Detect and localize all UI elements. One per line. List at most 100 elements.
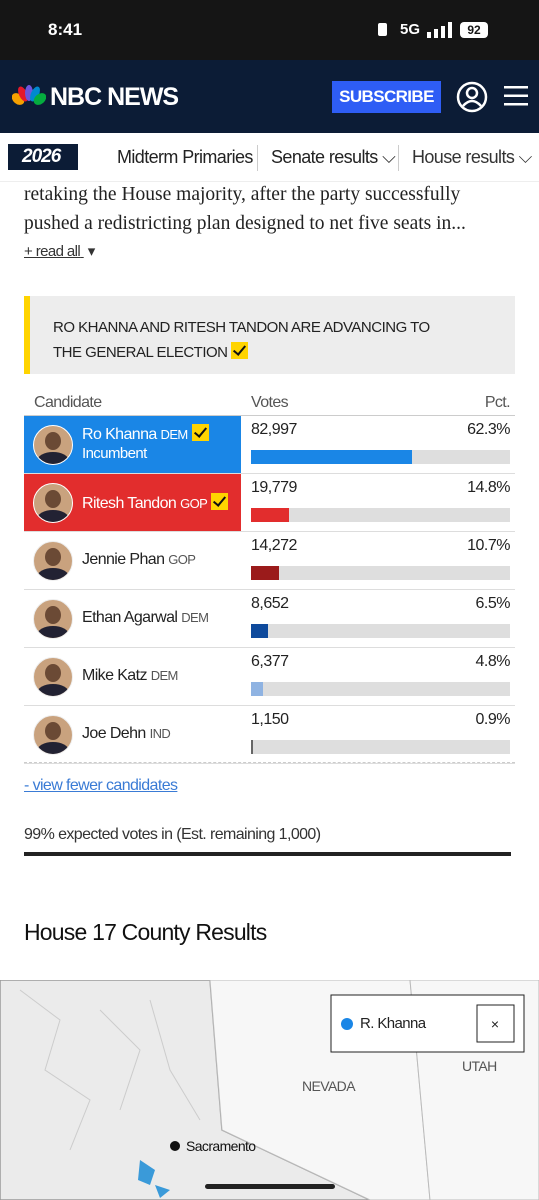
avatar xyxy=(33,599,73,639)
view-fewer-link[interactable]: - view fewer candidates xyxy=(24,777,178,794)
pct: 62.3% xyxy=(467,421,510,438)
vote-bar xyxy=(251,740,254,754)
party: DEM xyxy=(181,610,209,625)
bar-track xyxy=(251,450,510,464)
state-label: UTAH xyxy=(462,1058,497,1074)
nav-link-text: House results xyxy=(412,147,515,167)
read-all-text: + read all xyxy=(24,243,81,260)
bar-track xyxy=(251,624,510,638)
avatar xyxy=(33,483,73,523)
votes: 19,779 xyxy=(251,479,297,496)
peacock-logo xyxy=(12,85,46,105)
candidate-name: Mike Katz DEM xyxy=(82,667,178,685)
party: DEM xyxy=(150,668,179,683)
banner-text-content: RO KHANNA AND RITESH TANDON ARE ADVANCIN… xyxy=(53,319,430,361)
bar-track xyxy=(251,566,510,580)
network: 5G xyxy=(400,21,421,38)
party: IND xyxy=(149,726,171,741)
bar-track xyxy=(251,508,510,522)
candidate-cell: Mike Katz DEM xyxy=(24,648,241,705)
avatar-body xyxy=(37,742,69,754)
column-header: Votes xyxy=(251,394,289,411)
article-line: retaking the House majority, after the p… xyxy=(24,184,461,205)
nav-link[interactable]: House results ⌵ xyxy=(412,147,532,167)
avatar-body xyxy=(37,452,69,464)
vote-bar xyxy=(251,450,413,464)
bar-track xyxy=(251,682,510,696)
avatar-head xyxy=(45,490,61,508)
pct: 6.5% xyxy=(475,595,511,612)
avatar-body xyxy=(37,626,69,638)
candidate-cell: Jennie Phan GOP xyxy=(24,532,241,589)
check-icon xyxy=(231,342,249,359)
check-icon xyxy=(211,493,229,510)
avatar-head xyxy=(45,722,61,740)
pct: 0.9% xyxy=(475,711,511,728)
status-bar: 8:41 5G 92 xyxy=(0,0,539,60)
candidate-row: Joe Dehn IND 1,150 0.9% xyxy=(24,706,515,764)
candidate-row: Jennie Phan GOP 14,272 10.7% xyxy=(24,532,515,590)
candidate-name: Jennie Phan GOP xyxy=(82,551,196,569)
expected-votes: 99% expected votes in (Est. remaining 1,… xyxy=(24,826,321,843)
pct: 10.7% xyxy=(467,537,510,554)
candidate-name: Joe Dehn IND xyxy=(82,725,171,743)
account-icon[interactable] xyxy=(456,81,488,113)
name-text: Joe Dehn xyxy=(82,725,146,742)
nav-link[interactable]: Midterm Primaries xyxy=(117,147,253,167)
candidate-row: Ro Khanna DEM Incumbent 82,997 62.3% xyxy=(24,416,515,474)
candidate-cell: Ethan Agarwal DEM xyxy=(24,590,241,647)
svg-text:×: × xyxy=(491,1016,499,1032)
candidate-cell: Ritesh Tandon GOP xyxy=(24,474,241,531)
check-icon xyxy=(191,424,209,441)
badge[interactable]: 2026 xyxy=(8,144,78,170)
banner-text: RO KHANNA AND RITESH TANDON ARE ADVANCIN… xyxy=(53,315,433,365)
candidate-cell: Ro Khanna DEM Incumbent xyxy=(24,416,241,473)
column-header: Pct. xyxy=(484,394,511,411)
divider xyxy=(398,145,399,171)
vote-bar xyxy=(251,624,268,638)
vote-bar xyxy=(251,682,264,696)
nav-link[interactable]: Senate results ⌵ xyxy=(271,147,396,167)
party: GOP xyxy=(168,552,196,567)
legend-label: R. Khanna xyxy=(360,1015,426,1032)
menu-icon[interactable] xyxy=(504,85,528,107)
candidate-name: Ro Khanna DEM xyxy=(82,424,209,444)
avatar-body xyxy=(37,684,69,696)
advance-banner: RO KHANNA AND RITESH TANDON ARE ADVANCIN… xyxy=(24,296,515,374)
nav-link-text: Senate results xyxy=(271,147,378,167)
avatar xyxy=(33,541,73,581)
vote-bar xyxy=(251,566,279,580)
party: DEM xyxy=(160,427,189,442)
avatar-head xyxy=(45,548,61,566)
nav-bar: 2026 Midterm Primaries Senate results ⌵ … xyxy=(0,133,539,182)
candidate-row: Ritesh Tandon GOP 19,779 14.8% xyxy=(24,474,515,532)
subscribe-button[interactable]: SUBSCRIBE xyxy=(332,81,441,113)
pct: 4.8% xyxy=(475,653,511,670)
name-text: Jennie Phan xyxy=(82,551,165,568)
avatar xyxy=(33,657,73,697)
avatar xyxy=(33,715,73,755)
votes: 8,652 xyxy=(251,595,289,612)
avatar-head xyxy=(45,606,61,624)
article-line: pushed a redistricting plan designed to … xyxy=(24,213,466,234)
map-title: House 17 County Results xyxy=(24,919,267,945)
votes: 14,272 xyxy=(251,537,297,554)
city-label: Sacramento xyxy=(186,1138,256,1154)
time: 8:41 xyxy=(48,20,83,39)
party: GOP xyxy=(180,496,208,511)
candidate-name: Ethan Agarwal DEM xyxy=(82,609,209,627)
candidate-row: Ethan Agarwal DEM 8,652 6.5% xyxy=(24,590,515,648)
divider xyxy=(257,145,258,171)
candidate-row: Mike Katz DEM 6,377 4.8% xyxy=(24,648,515,706)
read-all[interactable]: + read all ▾ xyxy=(24,243,95,260)
divider xyxy=(24,762,515,763)
candidate-name: Ritesh Tandon GOP xyxy=(82,493,229,513)
vote-bar xyxy=(251,508,290,522)
site-header: NBC NEWS SUBSCRIBE xyxy=(0,60,539,133)
name-text: Ro Khanna xyxy=(82,426,157,443)
avatar-head xyxy=(45,664,61,682)
avatar xyxy=(33,425,73,465)
candidate-note: Incumbent xyxy=(82,445,147,462)
votes: 1,150 xyxy=(251,711,289,728)
